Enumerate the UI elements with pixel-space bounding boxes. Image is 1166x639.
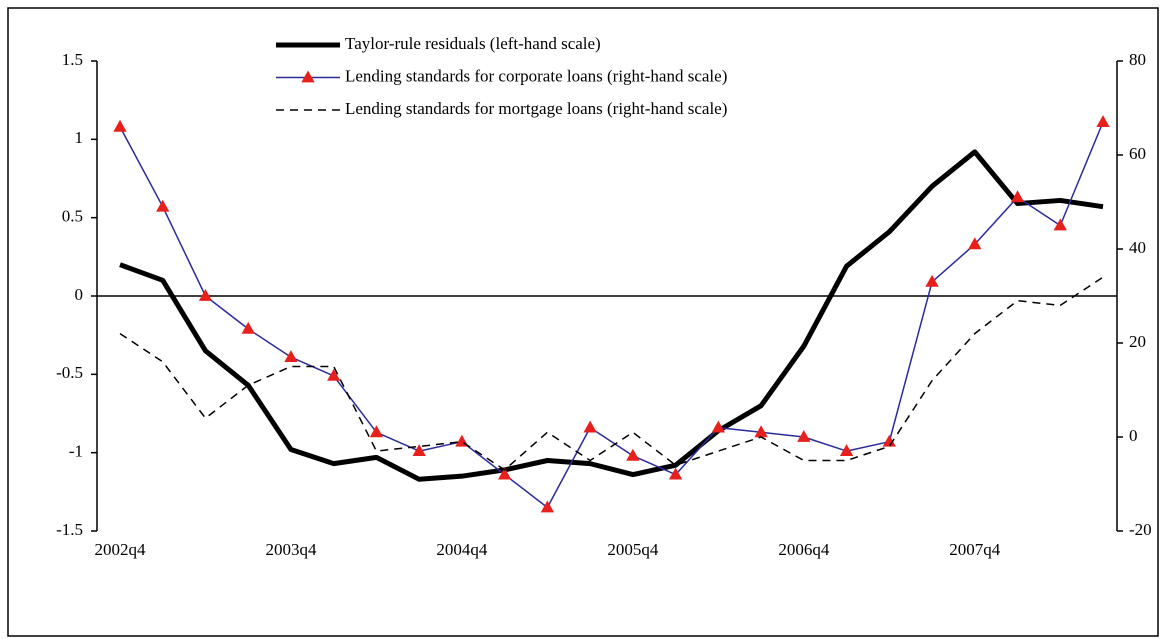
marker: [754, 425, 768, 438]
y2-tick-label: -20: [1129, 520, 1152, 539]
marker: [968, 237, 982, 250]
marker: [156, 199, 170, 212]
marker: [198, 289, 213, 301]
legend-label: Lending standards for mortgage loans (ri…: [345, 99, 727, 118]
y2-tick-label: 20: [1129, 332, 1146, 351]
marker: [882, 434, 896, 447]
legend-label: Lending standards for corporate loans (r…: [345, 66, 727, 85]
x-tick-label: 2004q4: [436, 540, 488, 559]
marker: [369, 425, 384, 438]
x-tick-label: 2003q4: [265, 540, 317, 559]
legend-label: Taylor-rule residuals (left-hand scale): [345, 34, 601, 53]
marker: [626, 448, 640, 461]
marker: [668, 467, 683, 480]
y-tick-label: 0: [75, 285, 84, 304]
marker: [839, 444, 854, 456]
marker: [113, 119, 127, 132]
marker: [498, 467, 512, 480]
y2-tick-label: 40: [1129, 238, 1146, 257]
y-tick-label: 1.5: [62, 50, 83, 69]
marker: [583, 420, 597, 433]
series-line: [119, 149, 1104, 482]
y-tick-label: -1.5: [56, 520, 83, 539]
marker: [925, 274, 939, 287]
y-tick-label: -0.5: [56, 363, 83, 382]
series-line: [119, 276, 1104, 471]
x-tick-label: 2006q4: [778, 540, 830, 559]
x-tick-label: 2007q4: [949, 540, 1001, 559]
y2-tick-label: 60: [1129, 144, 1146, 163]
y2-tick-label: 80: [1129, 50, 1146, 69]
marker: [327, 368, 341, 381]
y-tick-label: 0.5: [62, 207, 83, 226]
marker: [412, 444, 426, 456]
y-tick-label: 1: [75, 128, 84, 147]
marker: [1096, 115, 1110, 127]
x-tick-label: 2002q4: [95, 540, 147, 559]
y-tick-label: -1: [69, 442, 83, 461]
marker: [1010, 190, 1025, 203]
series-line: [119, 121, 1104, 509]
chart-border: [7, 7, 1159, 637]
marker: [797, 430, 811, 442]
marker: [241, 321, 255, 334]
marker: [711, 420, 725, 433]
legend-marker: [301, 70, 315, 83]
marker: [540, 500, 555, 513]
y2-tick-label: 0: [1129, 426, 1138, 445]
marker: [284, 350, 298, 362]
marker: [1053, 218, 1067, 231]
x-tick-label: 2005q4: [607, 540, 659, 559]
